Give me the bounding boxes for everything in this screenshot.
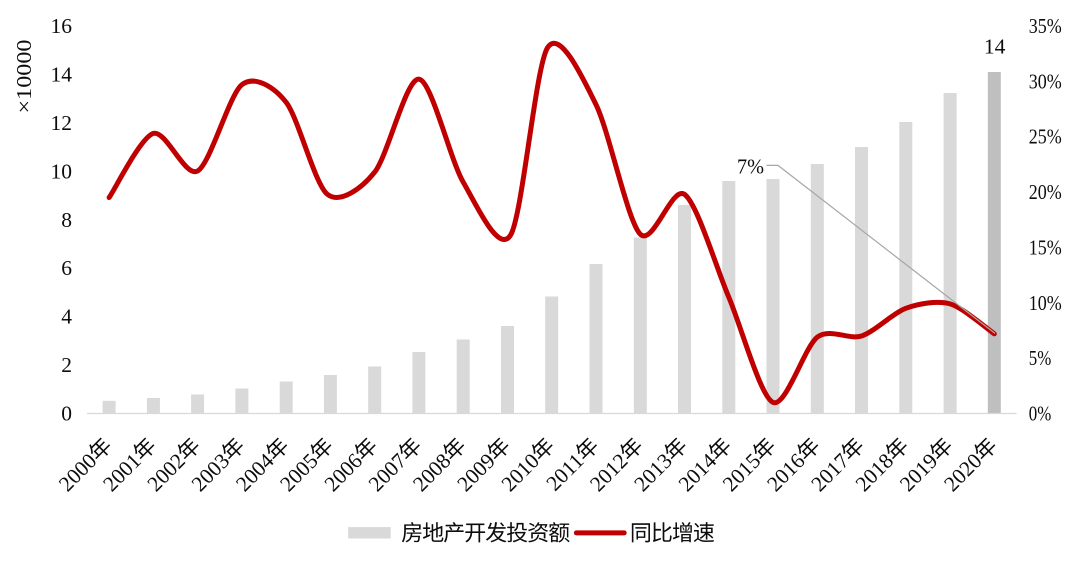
- svg-text:35%: 35%: [1029, 14, 1062, 38]
- svg-text:7%: 7%: [737, 155, 764, 179]
- svg-text:12: 12: [51, 111, 73, 135]
- svg-text:14: 14: [51, 62, 73, 86]
- svg-text:0: 0: [61, 402, 72, 426]
- svg-text:×10000: ×10000: [12, 40, 36, 114]
- svg-text:4: 4: [61, 305, 72, 329]
- svg-text:8: 8: [61, 208, 72, 232]
- svg-text:15%: 15%: [1029, 235, 1062, 259]
- svg-text:2: 2: [61, 353, 72, 377]
- svg-text:20%: 20%: [1029, 180, 1062, 204]
- svg-text:25%: 25%: [1029, 125, 1062, 149]
- svg-text:10%: 10%: [1029, 291, 1062, 315]
- svg-text:0%: 0%: [1029, 402, 1052, 426]
- svg-text:5%: 5%: [1029, 346, 1052, 370]
- svg-text:14: 14: [984, 35, 1006, 59]
- svg-text:30%: 30%: [1029, 69, 1062, 93]
- svg-text:6: 6: [61, 256, 72, 280]
- svg-text:10: 10: [51, 159, 73, 183]
- svg-text:16: 16: [51, 14, 73, 38]
